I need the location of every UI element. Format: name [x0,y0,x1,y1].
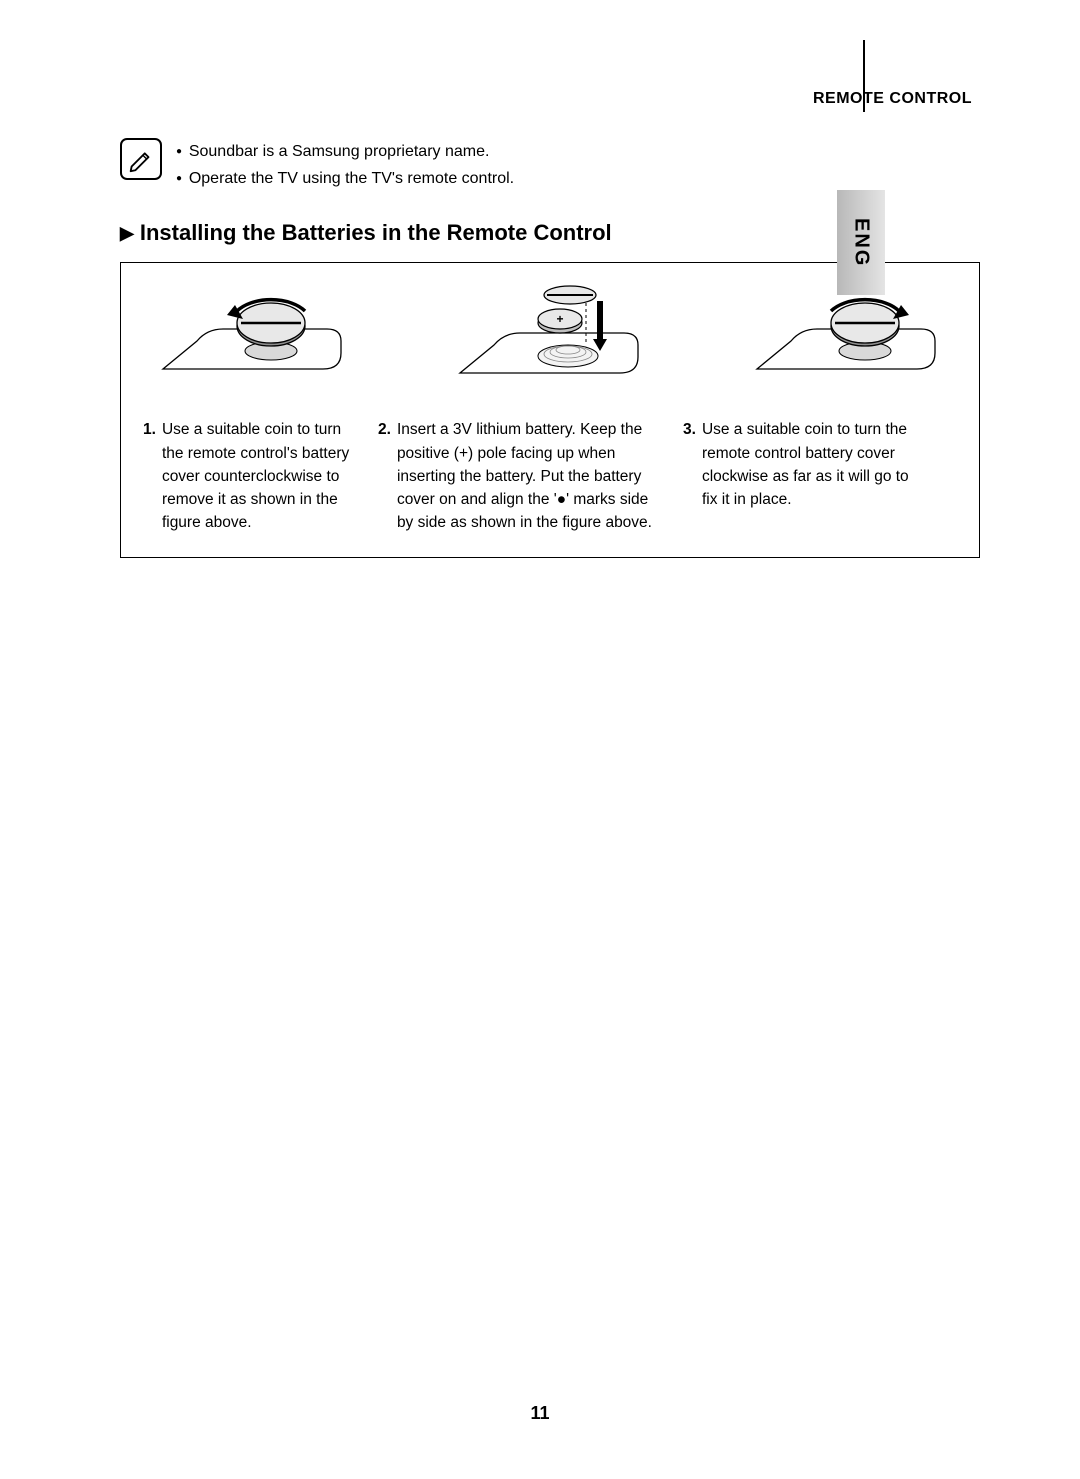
step-text: Use a suitable coin to turn the remote c… [702,418,918,534]
section-label: REMOTE CONTROL [120,90,980,108]
step2-illustration: + [450,281,650,396]
step3-illustration [747,281,947,396]
step-number: 1. [143,418,156,534]
manual-page: REMOTE CONTROL ENG Soundbar is a Samsung… [0,0,1080,1479]
language-tab-text: ENG [850,218,873,267]
steps-text-row: 1. Use a suitable coin to turn the remot… [143,418,957,534]
step-1: 1. Use a suitable coin to turn the remot… [143,418,358,534]
steps-container: + [120,262,980,557]
step-text: Insert a 3V lithium battery. Keep the po… [397,418,663,534]
heading-text: Installing the Batteries in the Remote C… [140,220,612,245]
svg-text:+: + [556,312,563,326]
step-text: Use a suitable coin to turn the remote c… [162,418,358,534]
step1-illustration [153,281,353,396]
note-item: Operate the TV using the TV's remote con… [176,165,514,192]
step-number: 2. [378,418,391,534]
illustration-row: + [143,281,957,396]
step-3: 3. Use a suitable coin to turn the remot… [683,418,918,534]
note-item: Soundbar is a Samsung proprietary name. [176,138,514,165]
language-tab: ENG [837,190,885,295]
note-pencil-icon [120,138,162,180]
note-block: Soundbar is a Samsung proprietary name. … [120,138,980,192]
note-list: Soundbar is a Samsung proprietary name. … [176,138,514,192]
triangle-bullet-icon: ▶ [120,223,134,244]
page-number: 11 [0,1403,1080,1424]
step-number: 3. [683,418,696,534]
step-2: 2. Insert a 3V lithium battery. Keep the… [378,418,663,534]
header-divider [863,40,865,112]
